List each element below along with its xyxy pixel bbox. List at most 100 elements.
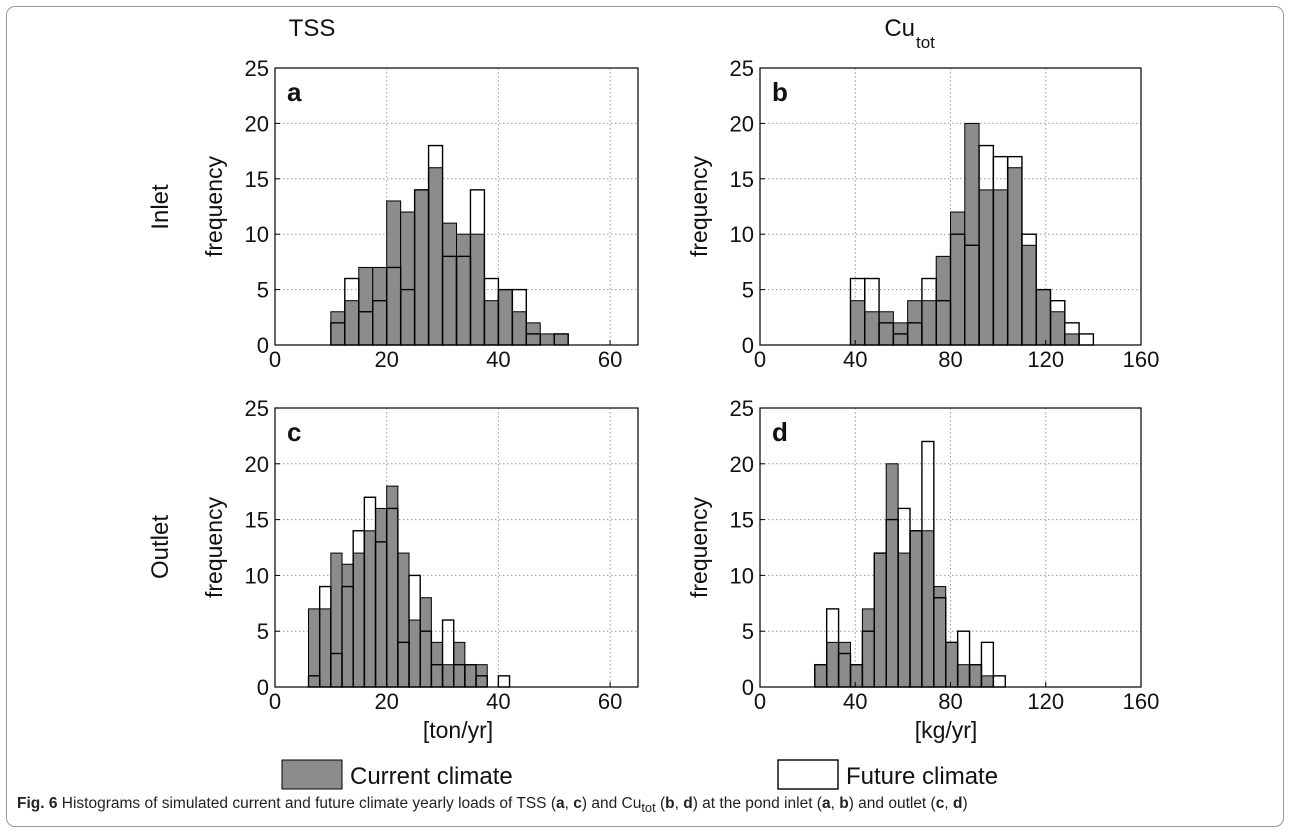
y-tick-label: 0 bbox=[257, 333, 269, 358]
bar-current-climate bbox=[921, 300, 937, 346]
figure-frame bbox=[6, 6, 1284, 827]
figure-caption-part: ( bbox=[655, 795, 666, 812]
bar-current-climate bbox=[921, 530, 935, 688]
bar-current-climate bbox=[826, 641, 840, 688]
legend-swatch-future bbox=[777, 759, 839, 790]
figure-caption-part: d bbox=[683, 795, 693, 812]
bar-current-climate bbox=[319, 608, 332, 688]
y-tick-label: 5 bbox=[257, 278, 269, 303]
bar-current-climate bbox=[372, 266, 388, 346]
bar-current-climate bbox=[456, 233, 471, 346]
bar-current-climate bbox=[838, 641, 851, 688]
histogram-panel-d: 0 40 80 120 160 0 5 10 15 20 25 d frequency bbox=[686, 396, 1159, 714]
y-tick-label: 25 bbox=[730, 396, 754, 421]
figure-caption-label: Fig. 6 bbox=[17, 795, 58, 812]
bar-current-climate bbox=[341, 563, 354, 688]
bar-current-climate bbox=[363, 530, 377, 688]
x-tick-label: 120 bbox=[1027, 689, 1064, 714]
bar-current-climate bbox=[897, 552, 911, 688]
row-title-outlet: Outlet bbox=[147, 515, 174, 579]
y-tick-label: 20 bbox=[245, 111, 269, 136]
bar-current-climate bbox=[933, 586, 947, 688]
column-title-cu-subscript: tot bbox=[916, 33, 935, 52]
bar-current-climate bbox=[861, 608, 875, 688]
bar-current-climate bbox=[980, 675, 994, 688]
panel-letter: b bbox=[772, 77, 788, 107]
figure-caption-part: c bbox=[573, 795, 582, 812]
x-tick-label: 120 bbox=[1027, 347, 1064, 372]
x-tick-label: 160 bbox=[1123, 347, 1160, 372]
bar-current-climate bbox=[978, 189, 994, 346]
bar-current-climate bbox=[950, 211, 966, 346]
figure-caption-part: a bbox=[821, 795, 831, 812]
y-tick-label: 20 bbox=[730, 111, 754, 136]
column-title-tss: TSS bbox=[289, 15, 336, 42]
x-tick-label: 80 bbox=[938, 347, 962, 372]
y-axis-label: frequency bbox=[686, 497, 712, 599]
x-tick-label: 20 bbox=[374, 689, 398, 714]
y-tick-label: 5 bbox=[742, 278, 754, 303]
bar-current-climate bbox=[849, 664, 863, 688]
y-tick-label: 10 bbox=[730, 222, 754, 247]
bar-current-climate bbox=[1035, 289, 1052, 346]
figure-caption-part: , bbox=[830, 795, 840, 812]
bar-current-climate bbox=[873, 552, 887, 688]
bar-current-climate bbox=[1021, 244, 1037, 346]
panel-letter: c bbox=[287, 417, 301, 447]
histogram-panel-b: 0 40 80 120 160 0 5 10 15 20 25 b frequency bbox=[686, 56, 1159, 372]
figure-caption-part: ) bbox=[962, 795, 968, 812]
y-tick-label: 10 bbox=[730, 563, 754, 588]
x-tick-label: 0 bbox=[754, 347, 766, 372]
bar-current-climate bbox=[1064, 333, 1080, 346]
y-axis-label: frequency bbox=[686, 156, 712, 258]
bar-current-climate bbox=[483, 300, 499, 346]
figure-caption: Fig. 6 Histograms of simulated current a… bbox=[17, 795, 968, 815]
bar-current-climate bbox=[375, 507, 388, 688]
row-title-inlet: Inlet bbox=[147, 184, 174, 230]
x-tick-label: 60 bbox=[598, 689, 622, 714]
y-axis-label: frequency bbox=[201, 156, 227, 258]
bar-current-climate bbox=[400, 211, 416, 346]
y-tick-label: 5 bbox=[257, 619, 269, 644]
bar-current-climate bbox=[352, 552, 365, 688]
bar-current-climate bbox=[945, 641, 959, 688]
bar-current-climate bbox=[878, 311, 894, 346]
x-tick-label: 40 bbox=[486, 347, 510, 372]
bar-current-climate bbox=[397, 552, 410, 688]
x-unit-label-tss: [ton/yr] bbox=[423, 717, 493, 743]
bar-current-climate bbox=[428, 167, 444, 346]
x-tick-label: 20 bbox=[374, 347, 398, 372]
bar-current-climate bbox=[358, 266, 374, 346]
legend: Current climate Future climate bbox=[281, 759, 998, 790]
x-tick-label: 40 bbox=[843, 689, 867, 714]
bar-current-climate bbox=[330, 311, 346, 346]
x-tick-label: 0 bbox=[269, 347, 281, 372]
panel-letter: a bbox=[287, 77, 302, 107]
figure-caption-part: ) and outlet ( bbox=[848, 795, 936, 812]
y-tick-label: 25 bbox=[730, 56, 754, 81]
bar-current-climate bbox=[885, 463, 899, 688]
x-tick-label: 160 bbox=[1123, 689, 1160, 714]
y-tick-label: 15 bbox=[730, 508, 754, 533]
y-tick-label: 15 bbox=[245, 508, 269, 533]
bar-current-climate bbox=[849, 300, 866, 346]
bar-current-climate bbox=[909, 530, 923, 688]
bar-current-climate bbox=[330, 552, 343, 688]
bar-current-climate bbox=[969, 664, 982, 688]
bar-current-climate bbox=[1007, 167, 1023, 346]
x-tick-label: 40 bbox=[486, 689, 510, 714]
bar-current-climate bbox=[386, 200, 402, 346]
y-axis-label: frequency bbox=[201, 497, 227, 599]
y-tick-label: 25 bbox=[245, 56, 269, 81]
bar-current-climate bbox=[414, 189, 430, 346]
bar-current-climate bbox=[442, 222, 457, 346]
figure-caption-part: ) at the pond inlet ( bbox=[692, 795, 822, 812]
bar-current-climate bbox=[442, 664, 455, 688]
legend-swatch-current bbox=[281, 759, 343, 790]
x-tick-label: 80 bbox=[938, 689, 962, 714]
legend-label-current: Current climate bbox=[350, 763, 513, 790]
y-tick-label: 20 bbox=[730, 452, 754, 477]
bar-current-climate bbox=[511, 311, 527, 346]
figure-caption-part: , bbox=[944, 795, 953, 812]
bar-current-climate bbox=[992, 189, 1009, 346]
